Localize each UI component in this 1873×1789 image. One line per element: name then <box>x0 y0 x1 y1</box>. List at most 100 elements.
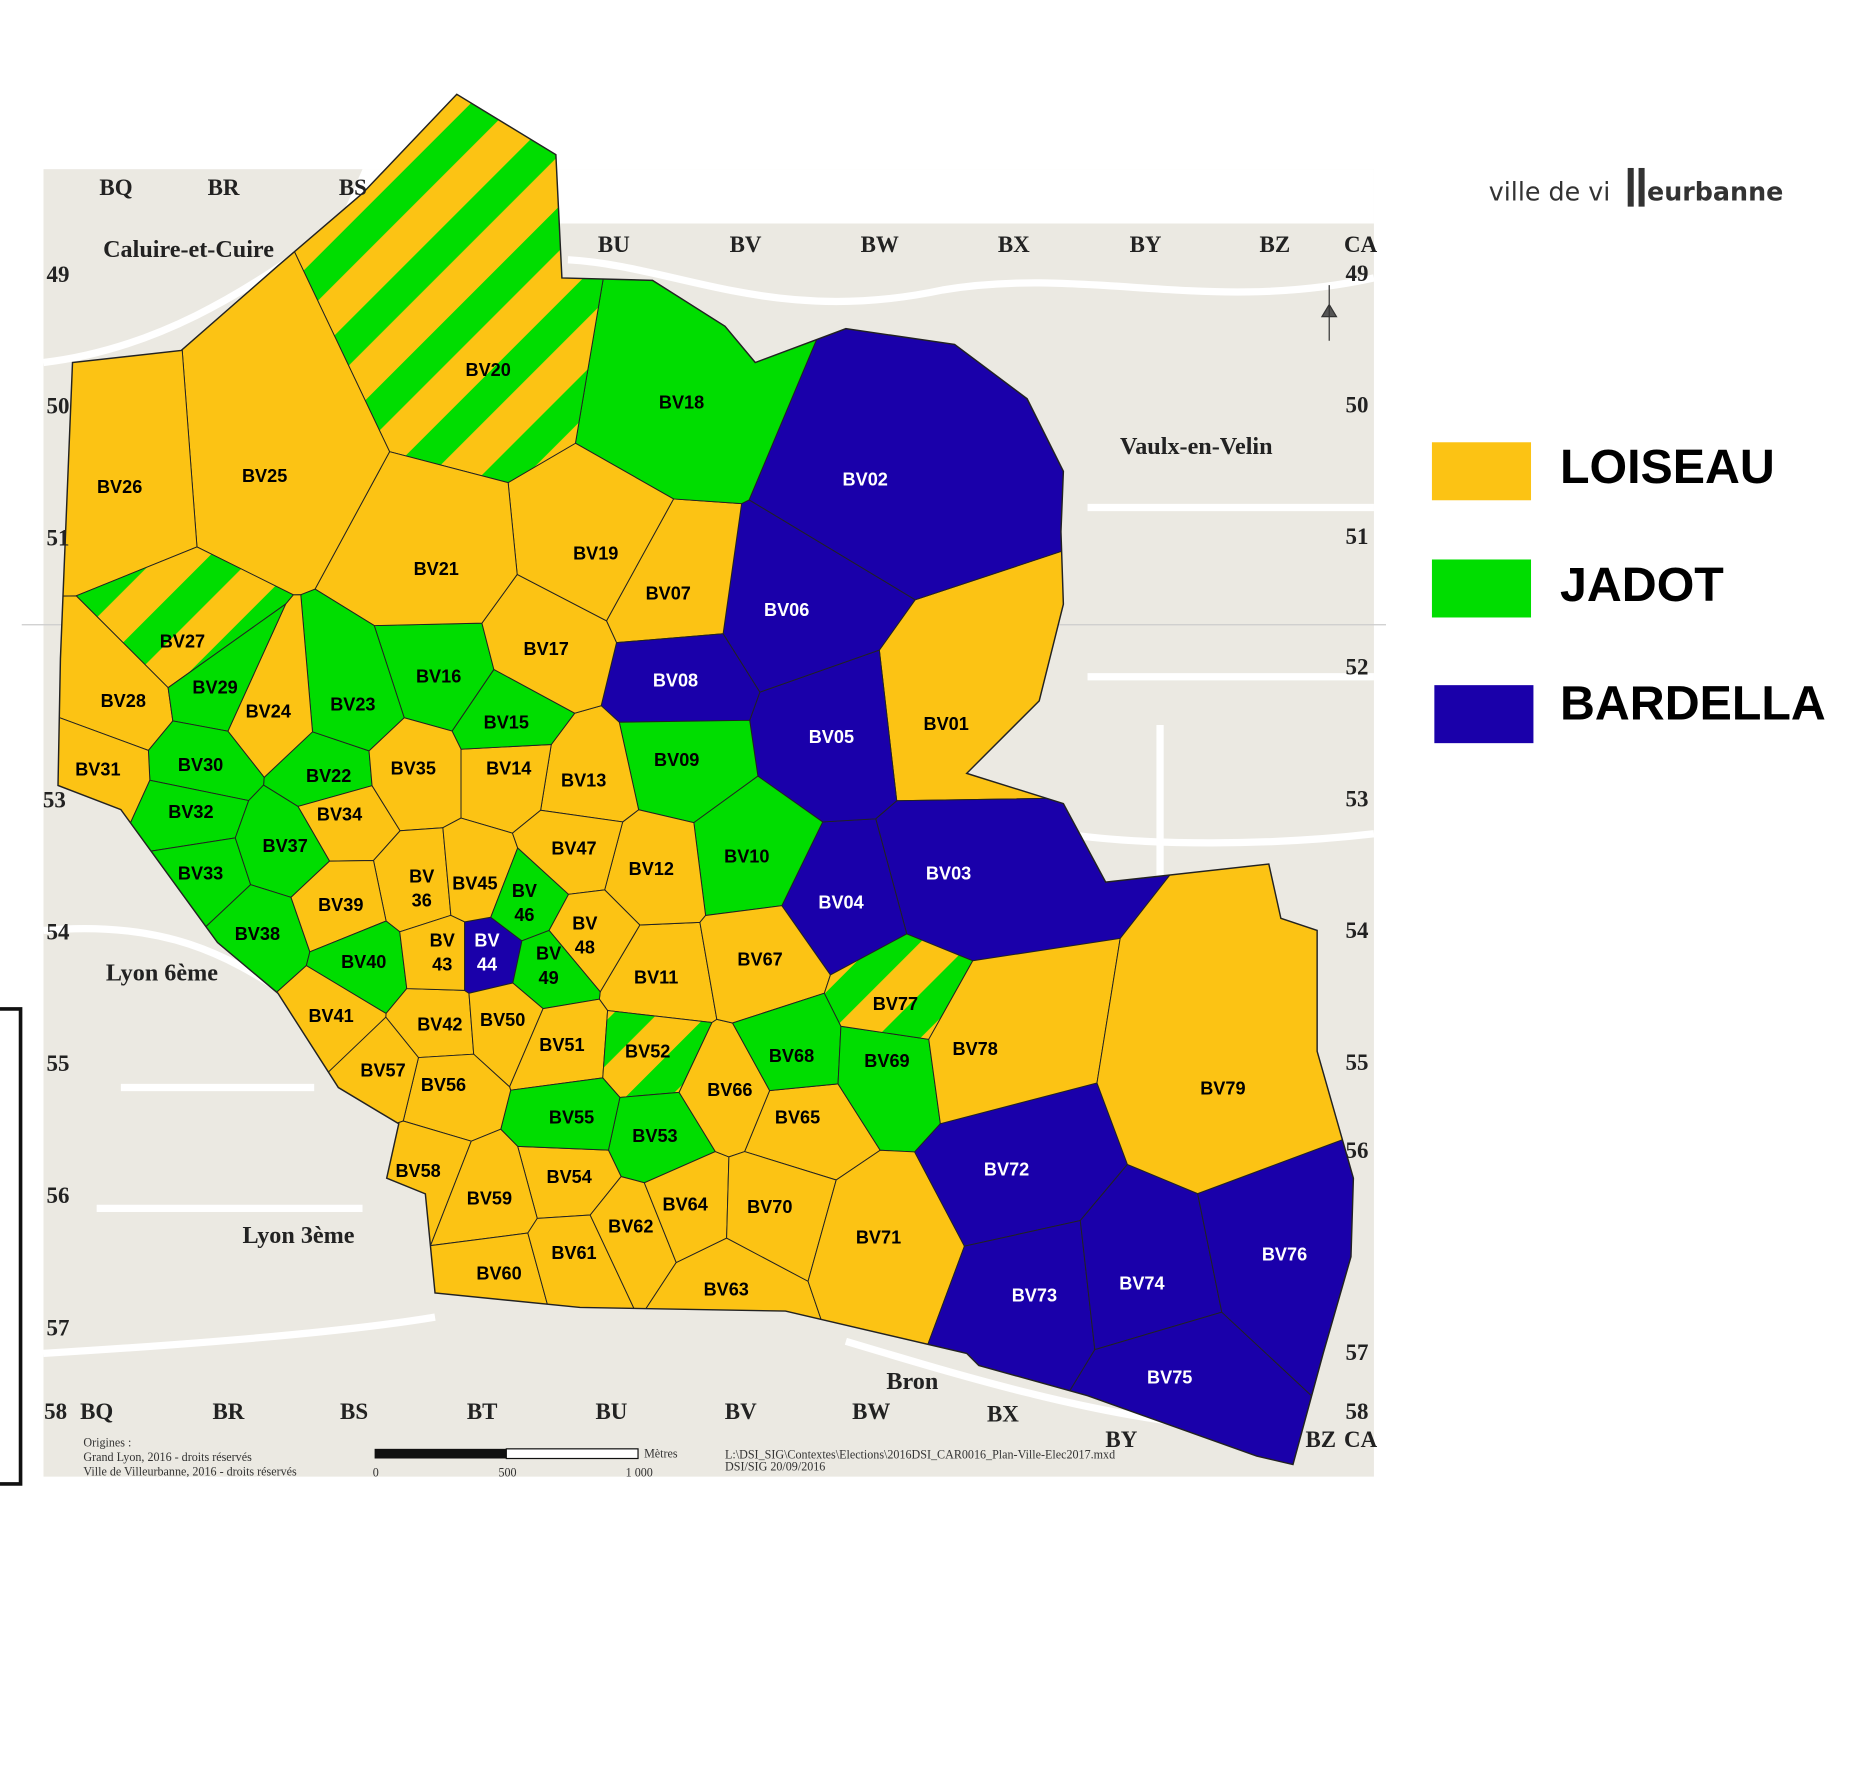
footer: Origines : Grand Lyon, 2016 - droits rés… <box>83 1435 1115 1479</box>
scale-label: 1 000 <box>626 1466 653 1480</box>
district-label-line: BV <box>430 930 455 950</box>
district-label: BV73 <box>1012 1285 1057 1305</box>
grid-label: 56 <box>47 1183 70 1208</box>
legend-swatch <box>1434 685 1534 744</box>
scale-bar <box>374 1448 507 1459</box>
scale-label: 0 <box>373 1466 379 1480</box>
district-label: BV18 <box>659 392 704 412</box>
grid-label: 52 <box>1346 655 1369 680</box>
district-label-line: BV <box>572 913 597 933</box>
district-label: BV50 <box>480 1010 525 1030</box>
district-label: BV28 <box>101 691 146 711</box>
district-label: BV56 <box>421 1075 466 1095</box>
district-label: BV77 <box>873 994 918 1014</box>
district-label: BV63 <box>704 1279 749 1299</box>
district-label: BV78 <box>953 1039 998 1059</box>
district-label: BV60 <box>476 1264 521 1284</box>
district-label: BV30 <box>178 755 223 775</box>
grid-label: 53 <box>43 788 66 813</box>
place-label: Lyon 6ème <box>106 960 218 987</box>
district-label: BV24 <box>246 702 291 722</box>
legend-swatch <box>1431 442 1532 501</box>
grid-label: BW <box>852 1399 890 1424</box>
grid-label: BS <box>340 1399 368 1424</box>
district-label: BV79 <box>1200 1079 1245 1099</box>
district-label: BV16 <box>416 667 461 687</box>
scale-unit: Mètres <box>644 1446 678 1460</box>
district-label: BV08 <box>653 670 698 690</box>
district-label: BV41 <box>308 1006 353 1026</box>
grid-label: BZ <box>1260 232 1291 257</box>
grid-label: BV <box>725 1399 757 1424</box>
grid-label: 53 <box>1346 786 1369 811</box>
grid-label: 49 <box>1346 261 1369 286</box>
district-label: BV47 <box>551 838 596 858</box>
legend-label: BARDELLA <box>1560 677 1826 731</box>
grid-label: 56 <box>1346 1138 1369 1163</box>
district-label: BV61 <box>551 1243 596 1263</box>
district-label: BV07 <box>646 583 691 603</box>
source: Ville de Villeurbanne, 2016 - droits rés… <box>83 1464 297 1478</box>
district-label: BV09 <box>654 750 699 770</box>
district-label: BV06 <box>764 600 809 620</box>
district-label: BV14 <box>486 759 531 779</box>
district-label: BV62 <box>608 1216 653 1236</box>
district-label: BV35 <box>391 759 436 779</box>
grid-label: 49 <box>47 262 70 287</box>
grid-label: BU <box>596 1399 628 1424</box>
scale-bar <box>505 1448 639 1460</box>
district-label-line: BV <box>474 930 499 950</box>
district-label: BV74 <box>1119 1273 1164 1293</box>
district-label: BV22 <box>306 766 351 786</box>
district-label: BV58 <box>395 1161 440 1181</box>
district-label-line: 46 <box>514 905 534 925</box>
district-label: BV39 <box>318 895 363 915</box>
district-label: BV03 <box>926 864 971 884</box>
logo: ville de vi eurbanne <box>1489 167 1783 207</box>
district-label-line: 49 <box>539 968 559 988</box>
district-label: BV40 <box>341 952 386 972</box>
district-label: BV45 <box>452 873 497 893</box>
grid-label: 55 <box>1346 1050 1369 1075</box>
district-label: BV64 <box>663 1195 708 1215</box>
district-label: BV 43 <box>430 930 455 974</box>
grid-label: 54 <box>47 919 70 944</box>
grid-label: 50 <box>47 394 70 419</box>
district-label: BV04 <box>818 893 863 913</box>
district-label: BV34 <box>317 804 362 824</box>
district-label: BV33 <box>178 864 223 884</box>
district-label-line: BV <box>536 943 561 963</box>
district-label: BV70 <box>747 1197 792 1217</box>
grid-label: BX <box>998 232 1030 257</box>
grid-label: 51 <box>47 525 70 550</box>
north-arrow <box>1320 285 1338 341</box>
district-label: BV23 <box>330 694 375 714</box>
edge-artifact <box>0 1007 23 1486</box>
district-label-line: 48 <box>575 937 595 957</box>
file-path: L:\DSI_SIG\Contextes\Elections\2016DSI_C… <box>725 1448 1115 1462</box>
legend-label: LOISEAU <box>1560 440 1775 494</box>
district-label: BV20 <box>466 360 511 380</box>
district <box>290 859 387 953</box>
grid-label: 55 <box>47 1051 70 1076</box>
grid-label: BQ <box>80 1399 113 1424</box>
district-label: BV51 <box>539 1035 584 1055</box>
logo-text: ville de vi <box>1489 176 1611 206</box>
district-label: BV27 <box>160 632 205 652</box>
district-label: BV 44 <box>474 930 499 974</box>
place-label: Vaulx-en-Velin <box>1120 433 1273 460</box>
district-label: BV29 <box>192 678 237 698</box>
grid-label: BT <box>467 1399 498 1424</box>
source: Origines : <box>83 1435 131 1449</box>
grid-label: 57 <box>1346 1340 1369 1365</box>
grid-label: BR <box>212 1399 244 1424</box>
district-label: BV57 <box>360 1061 405 1081</box>
grid-label: BQ <box>99 175 132 200</box>
source: Grand Lyon, 2016 - droits réservés <box>83 1450 252 1464</box>
district-label-line: 43 <box>432 954 452 974</box>
place-label: Caluire-et-Cuire <box>103 236 274 263</box>
district-label: BV17 <box>524 639 569 659</box>
district-labels: BV01 BV02 BV03 BV04 BV05 BV06 BV07 BV08 BV09 BV10… <box>75 360 1307 1388</box>
file-date: DSI/SIG 20/09/2016 <box>725 1460 825 1474</box>
